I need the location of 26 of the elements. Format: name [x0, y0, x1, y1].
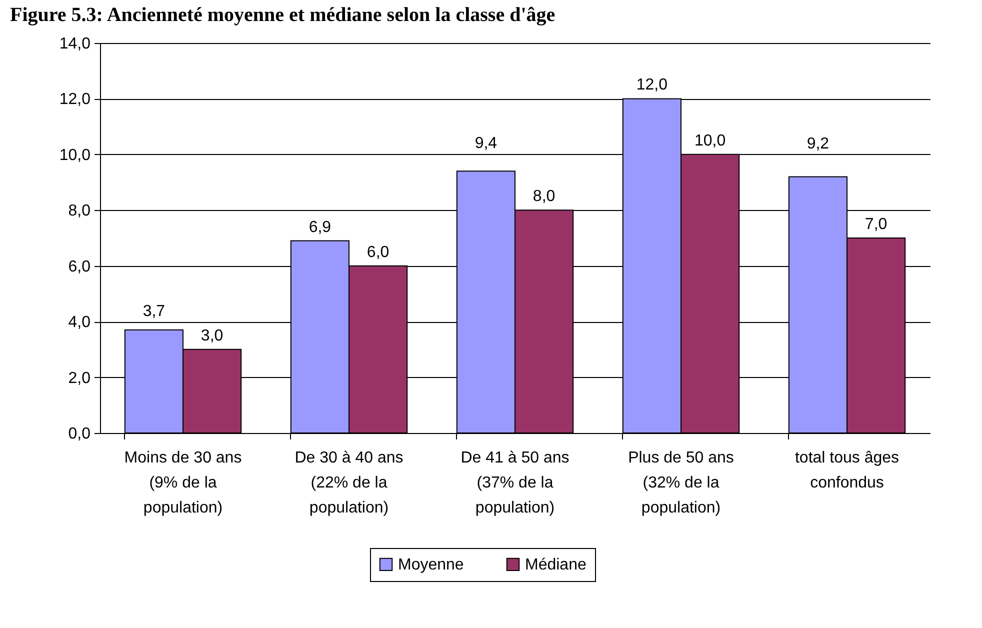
- data-label: 10,0: [694, 132, 726, 150]
- data-label: 12,0: [636, 76, 668, 94]
- data-label: 8,0: [532, 188, 556, 206]
- x-tick-label: Moins de 30 ans (9% de la population): [124, 450, 242, 516]
- x-tick-label: De 41 à 50 ans (37% de la population): [460, 450, 570, 516]
- y-tick-label: 12,0: [59, 91, 91, 108]
- legend-label: Moyenne: [398, 556, 464, 574]
- data-label: 7,0: [864, 216, 888, 233]
- y-tick-label: 2,0: [68, 370, 91, 387]
- data-label: 9,2: [806, 136, 830, 153]
- y-tick-label: 6,0: [68, 258, 91, 276]
- data-label: 9,4: [474, 135, 498, 152]
- x-tick-label: total tous âges confondus: [794, 450, 900, 492]
- data-label: 6,9: [308, 218, 332, 236]
- y-tick-label: 8,0: [68, 202, 91, 220]
- data-label: 6,0: [366, 244, 390, 261]
- y-tick-label: 4,0: [68, 314, 91, 332]
- x-tick-label: Plus de 50 ans (32% de la population): [628, 450, 734, 516]
- legend-label: Médiane: [525, 556, 586, 574]
- data-label: 3,0: [200, 327, 224, 344]
- y-tick-label: 14,0: [59, 36, 91, 52]
- chart-title: Figure 5.3: Ancienneté moyenne et médiane selon la classe d'âge: [10, 4, 556, 26]
- y-tick-label: 10,0: [59, 146, 91, 164]
- x-tick-label: De 30 à 40 ans (22% de la population): [294, 450, 404, 516]
- data-label: 3,7: [142, 302, 166, 320]
- y-tick-label: 0,0: [68, 426, 91, 442]
